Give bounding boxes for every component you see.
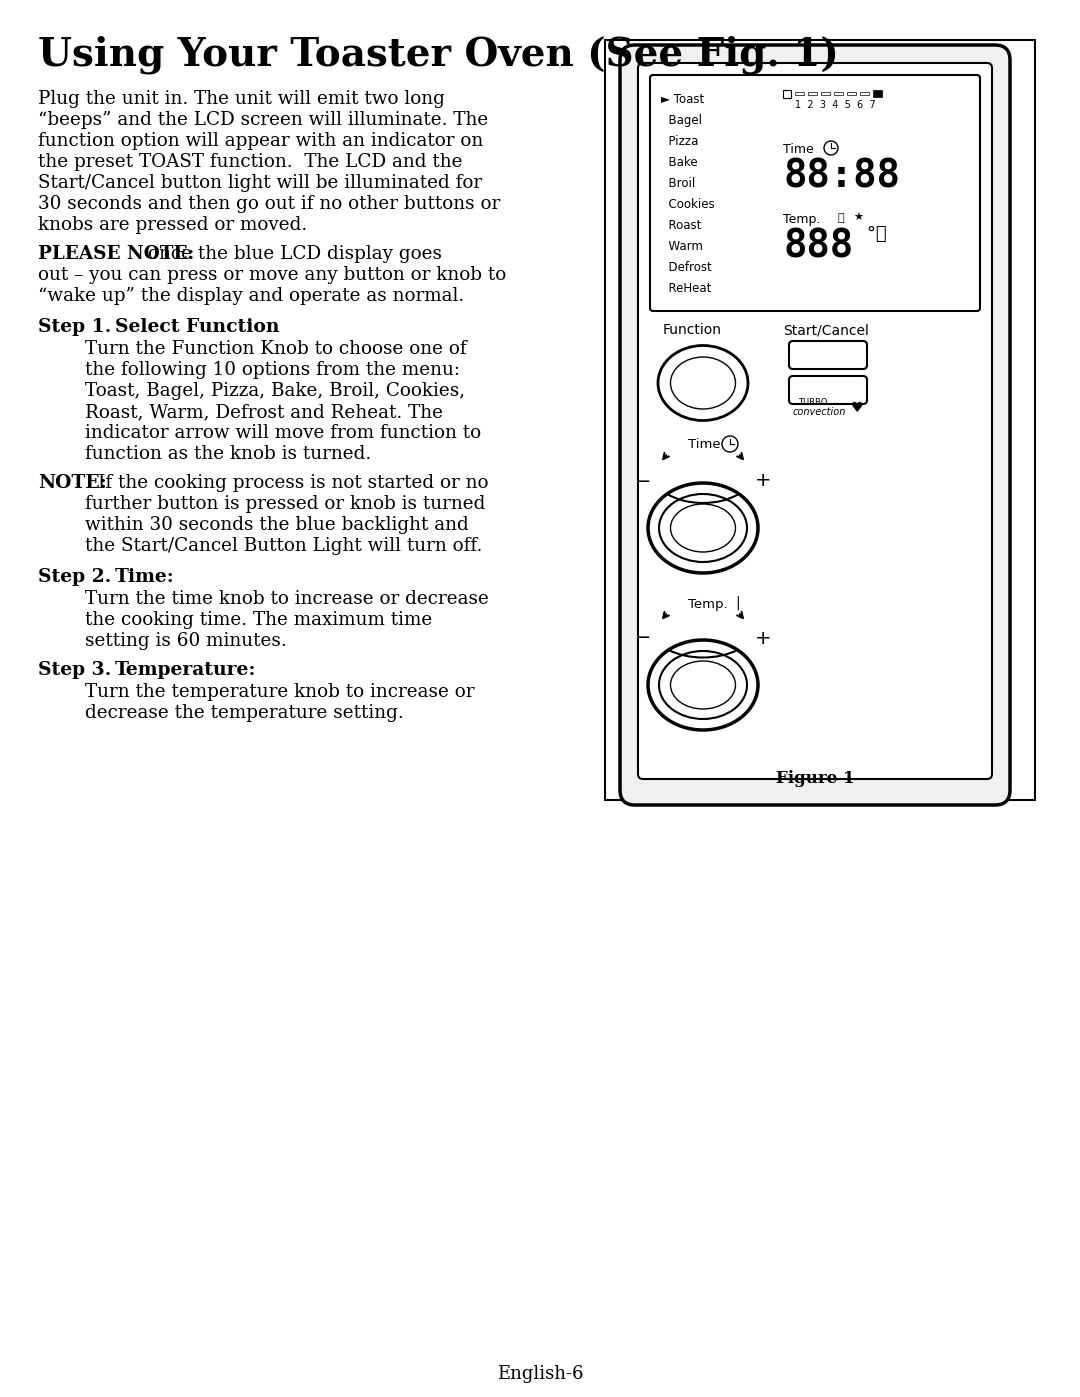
Text: Turn the temperature knob to increase or: Turn the temperature knob to increase or — [85, 683, 474, 701]
Text: Temp.: Temp. — [783, 212, 824, 226]
FancyBboxPatch shape — [620, 45, 1010, 805]
Text: the following 10 options from the menu:: the following 10 options from the menu: — [85, 360, 460, 379]
Text: within 30 seconds the blue backlight and: within 30 seconds the blue backlight and — [85, 515, 469, 534]
Text: knobs are pressed or moved.: knobs are pressed or moved. — [38, 217, 307, 235]
Bar — [783, 89, 791, 98]
FancyBboxPatch shape — [789, 376, 867, 404]
Text: −: − — [635, 629, 651, 647]
Text: Time: Time — [783, 142, 818, 156]
Bar — [873, 89, 882, 96]
Text: ♥: ♥ — [851, 401, 864, 415]
Text: once the blue LCD display goes: once the blue LCD display goes — [148, 244, 442, 263]
Bar — [860, 92, 869, 95]
Text: Select Function: Select Function — [114, 319, 280, 337]
Text: Turn the Function Knob to choose one of: Turn the Function Knob to choose one of — [85, 339, 467, 358]
Text: +: + — [755, 472, 771, 490]
Text: TURBO: TURBO — [798, 398, 827, 407]
Text: the preset TOAST function.  The LCD and the: the preset TOAST function. The LCD and t… — [38, 154, 462, 170]
Text: If the cooking process is not started or no: If the cooking process is not started or… — [98, 474, 488, 492]
Text: +: + — [755, 629, 771, 647]
Text: Broil: Broil — [661, 177, 696, 190]
Text: PLEASE NOTE:: PLEASE NOTE: — [38, 244, 194, 263]
Text: Start/Cancel: Start/Cancel — [783, 323, 869, 337]
Text: convection: convection — [793, 407, 847, 416]
Text: decrease the temperature setting.: decrease the temperature setting. — [85, 704, 404, 722]
FancyBboxPatch shape — [789, 341, 867, 369]
Text: “wake up” the display and operate as normal.: “wake up” the display and operate as nor… — [38, 286, 464, 305]
Text: |: | — [735, 597, 740, 610]
Bar — [834, 92, 843, 95]
Text: Step 1.: Step 1. — [38, 319, 124, 337]
Text: Time:: Time: — [114, 569, 175, 585]
Text: Defrost: Defrost — [661, 261, 712, 274]
Text: 30 seconds and then go out if no other buttons or: 30 seconds and then go out if no other b… — [38, 196, 500, 212]
Text: 1  2  3  4  5  6  7: 1 2 3 4 5 6 7 — [795, 101, 876, 110]
Text: NOTE:: NOTE: — [38, 474, 107, 492]
Bar — [847, 92, 856, 95]
Bar — [821, 92, 831, 95]
Text: ReHeat: ReHeat — [661, 282, 712, 295]
Bar — [808, 92, 816, 95]
Text: Start/Cancel button light will be illuminated for: Start/Cancel button light will be illumi… — [38, 175, 482, 191]
Bar — [795, 92, 804, 95]
Text: the cooking time. The maximum time: the cooking time. The maximum time — [85, 610, 432, 629]
Text: ► Toast: ► Toast — [661, 94, 704, 106]
Text: 88:88: 88:88 — [783, 158, 900, 196]
Text: Bake: Bake — [661, 156, 698, 169]
Text: Plug the unit in. The unit will emit two long: Plug the unit in. The unit will emit two… — [38, 89, 445, 108]
Text: Roast: Roast — [661, 219, 701, 232]
Text: indicator arrow will move from function to: indicator arrow will move from function … — [85, 425, 481, 441]
Text: “beeps” and the LCD screen will illuminate. The: “beeps” and the LCD screen will illumina… — [38, 110, 488, 129]
Text: 888: 888 — [783, 228, 853, 265]
Text: −: − — [635, 472, 651, 490]
Text: Bagel: Bagel — [661, 115, 702, 127]
Text: function option will appear with an indicator on: function option will appear with an indi… — [38, 131, 483, 149]
FancyBboxPatch shape — [605, 41, 1035, 800]
Text: out – you can press or move any button or knob to: out – you can press or move any button o… — [38, 265, 507, 284]
Text: further button is pressed or knob is turned: further button is pressed or knob is tur… — [85, 495, 485, 513]
Text: English-6: English-6 — [497, 1365, 583, 1383]
Text: the Start/Cancel Button Light will turn off.: the Start/Cancel Button Light will turn … — [85, 536, 483, 555]
Text: Cookies: Cookies — [661, 198, 715, 211]
Text: Time: Time — [688, 439, 725, 451]
Text: 🌡: 🌡 — [838, 212, 845, 224]
Text: Function: Function — [663, 323, 723, 337]
FancyBboxPatch shape — [638, 63, 993, 780]
Text: Temp.: Temp. — [688, 598, 728, 610]
Text: Warm: Warm — [661, 240, 703, 253]
Text: °℉: °℉ — [865, 225, 887, 243]
Text: Using Your Toaster Oven (See Fig. 1): Using Your Toaster Oven (See Fig. 1) — [38, 35, 839, 74]
FancyBboxPatch shape — [650, 75, 980, 312]
Text: Step 2.: Step 2. — [38, 569, 124, 585]
Text: Figure 1: Figure 1 — [775, 770, 854, 787]
Text: Toast, Bagel, Pizza, Bake, Broil, Cookies,: Toast, Bagel, Pizza, Bake, Broil, Cookie… — [85, 381, 465, 400]
Text: Step 3.: Step 3. — [38, 661, 124, 679]
Text: Roast, Warm, Defrost and Reheat. The: Roast, Warm, Defrost and Reheat. The — [85, 402, 443, 420]
Text: Turn the time knob to increase or decrease: Turn the time knob to increase or decrea… — [85, 590, 489, 608]
Text: Pizza: Pizza — [661, 136, 699, 148]
Text: Temperature:: Temperature: — [114, 661, 256, 679]
Text: ★: ★ — [853, 212, 863, 224]
Text: function as the knob is turned.: function as the knob is turned. — [85, 446, 372, 462]
Text: setting is 60 minutes.: setting is 60 minutes. — [85, 631, 287, 650]
